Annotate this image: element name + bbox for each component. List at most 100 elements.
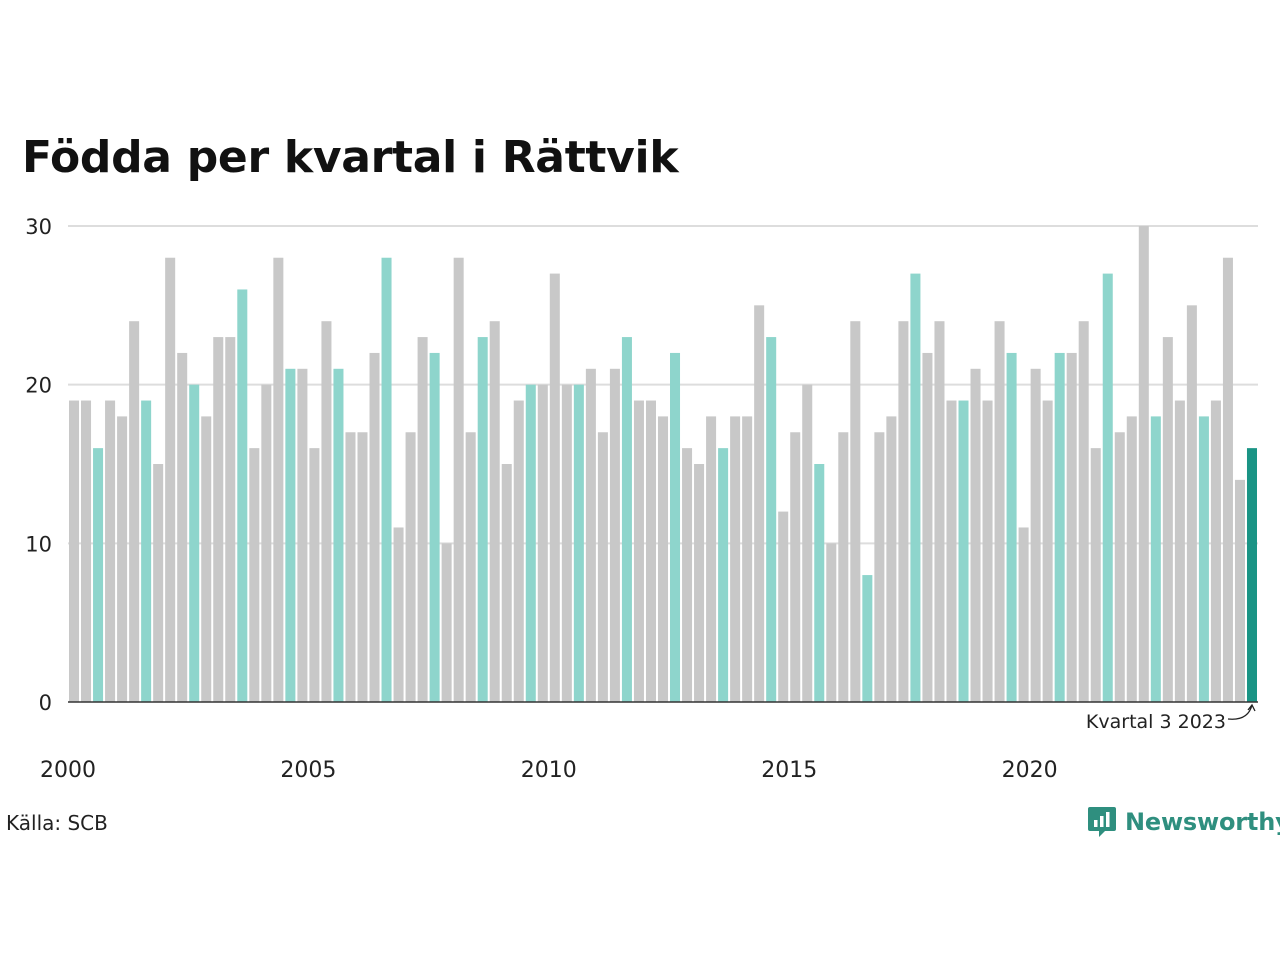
bar-2017-q1 (886, 416, 897, 702)
y-tick-label: 20 (25, 374, 52, 398)
bar-2020-q4 (1066, 352, 1077, 702)
bar-2023-q1 (1174, 400, 1185, 702)
bar-2011-q3 (621, 337, 632, 702)
bar-2017-q2 (898, 321, 909, 702)
bar-2008-q1 (453, 257, 464, 702)
bar-2011-q1 (597, 432, 608, 702)
bar-2000-q3 (93, 448, 104, 702)
bar-2004-q2 (273, 257, 284, 702)
bar-2010-q3 (573, 384, 584, 702)
bar-2001-q4 (153, 464, 164, 702)
newsworthy-logo-text: Newsworthy (1125, 808, 1280, 836)
y-tick-label: 10 (25, 532, 52, 556)
bar-2023-q4 (1210, 400, 1221, 702)
bar-2019-q3 (1006, 352, 1017, 702)
newsworthy-logo-icon (1088, 807, 1116, 837)
bar-2007-q3 (429, 352, 440, 702)
bar-2016-q3 (862, 575, 873, 702)
bar-2013-q1 (694, 464, 705, 702)
bar-2019-q2 (994, 321, 1005, 702)
bar-2005-q3 (333, 368, 344, 702)
bar-2013-q4 (730, 416, 741, 702)
bar-2002-q1 (165, 257, 176, 702)
y-tick-label: 30 (25, 215, 52, 239)
bar-2012-q2 (657, 416, 669, 702)
x-tick-label: 2020 (1002, 758, 1058, 783)
bar-2010-q2 (561, 384, 572, 702)
bar-2003-q1 (213, 337, 224, 702)
bar-2012-q3 (670, 352, 681, 702)
chart-title: Födda per kvartal i Rättvik (22, 132, 679, 183)
x-tick-label: 2005 (280, 758, 336, 783)
bar-2002-q2 (177, 352, 188, 702)
bar-2007-q2 (417, 337, 428, 702)
bar-2006-q1 (357, 432, 368, 702)
bar-2023-q2 (1186, 305, 1197, 702)
bar-2024-q1 (1222, 257, 1233, 702)
bar-2015-q4 (826, 543, 837, 702)
bar-2014-q2 (754, 305, 765, 702)
bar-2015-q1 (790, 432, 801, 702)
bar-2018-q4 (970, 368, 981, 702)
bar-2021-q3 (1102, 273, 1113, 702)
bar-2022-q2 (1138, 226, 1149, 702)
bar-2001-q1 (117, 416, 128, 702)
bar-2018-q2 (946, 400, 957, 702)
bar-2015-q3 (814, 464, 825, 702)
bar-2020-q2 (1042, 400, 1053, 702)
bar-2003-q3 (237, 289, 248, 702)
annotation-arrow (1227, 703, 1256, 720)
bar-2009-q4 (537, 384, 548, 702)
bar-2007-q4 (441, 543, 452, 702)
bar-2017-q3 (910, 273, 921, 702)
bar-2013-q2 (706, 416, 717, 702)
bar-2024-q3 (1246, 448, 1257, 702)
bar-2014-q1 (742, 416, 753, 702)
bar-2004-q1 (261, 384, 272, 702)
bar-2021-q2 (1090, 448, 1101, 702)
bar-2001-q2 (129, 321, 140, 702)
bar-2011-q2 (609, 368, 620, 702)
bar-2022-q4 (1162, 337, 1173, 702)
bar-2014-q4 (778, 511, 789, 702)
bar-2009-q1 (501, 464, 512, 702)
bar-2008-q4 (489, 321, 500, 702)
bar-2015-q2 (802, 384, 813, 702)
bar-2013-q3 (718, 448, 729, 702)
bar-2017-q4 (922, 352, 933, 702)
bar-2006-q4 (393, 527, 404, 702)
bar-2000-q4 (105, 400, 116, 702)
bar-2003-q4 (249, 448, 260, 702)
bar-2006-q3 (381, 257, 392, 702)
bar-2018-q3 (958, 400, 969, 702)
y-tick-label: 0 (39, 691, 52, 715)
newsworthy-logo: Newsworthy (1087, 805, 1280, 839)
bar-2023-q3 (1198, 416, 1209, 702)
bar-2005-q4 (345, 432, 356, 702)
bar-2024-q2 (1234, 479, 1245, 702)
bar-2016-q4 (874, 432, 885, 702)
bar-2007-q1 (405, 432, 416, 702)
bar-2021-q4 (1114, 432, 1125, 702)
bar-2009-q3 (525, 384, 536, 702)
bar-2019-q1 (982, 400, 993, 702)
bar-2012-q1 (645, 400, 656, 702)
bar-2009-q2 (513, 400, 524, 702)
x-tick-label: 2015 (761, 758, 817, 783)
bar-2001-q3 (141, 400, 152, 702)
y-axis-ticks: 0 10 20 30 (25, 215, 52, 715)
bar-2016-q1 (838, 432, 849, 702)
bar-2000-q1 (69, 400, 80, 702)
bar-2011-q4 (633, 400, 644, 702)
bar-2010-q4 (585, 368, 596, 702)
bar-2008-q2 (465, 432, 476, 702)
bar-2002-q3 (189, 384, 200, 702)
bar-2006-q2 (369, 352, 380, 702)
bars (69, 226, 1257, 702)
x-tick-label: 2000 (40, 758, 96, 783)
bar-2004-q4 (297, 368, 308, 702)
bar-2000-q2 (81, 400, 92, 702)
bar-2018-q1 (934, 321, 945, 702)
source-label: Källa: SCB (6, 811, 108, 835)
